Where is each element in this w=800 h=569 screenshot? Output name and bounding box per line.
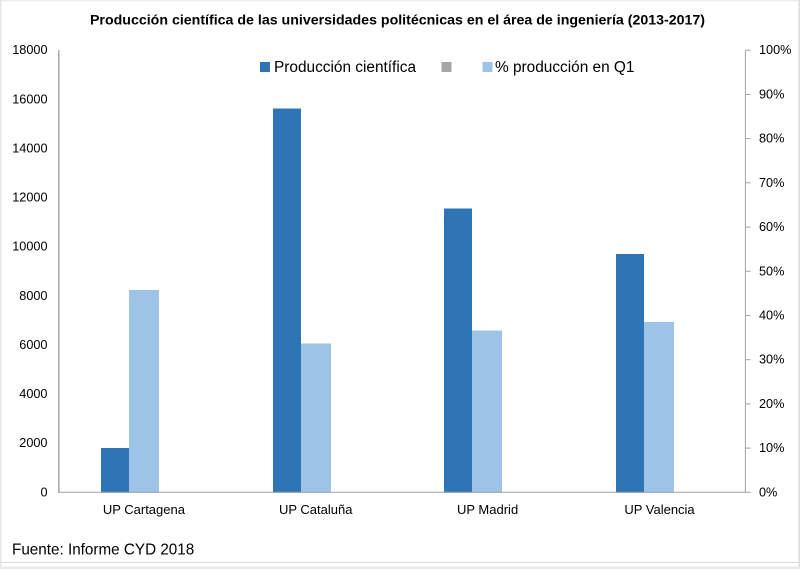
svg-text:60%: 60% <box>759 220 784 234</box>
svg-text:10000: 10000 <box>12 240 47 254</box>
svg-text:Producción científica: Producción científica <box>274 59 416 76</box>
svg-text:Fuente: Informe CYD 2018: Fuente: Informe CYD 2018 <box>12 542 194 559</box>
svg-text:80%: 80% <box>759 132 784 146</box>
svg-text:40%: 40% <box>759 309 784 323</box>
svg-text:UP Cataluña: UP Cataluña <box>279 502 353 517</box>
svg-text:UP Valencia: UP Valencia <box>624 502 695 517</box>
svg-text:100%: 100% <box>759 43 791 57</box>
svg-text:UP Madrid: UP Madrid <box>457 502 518 517</box>
svg-text:70%: 70% <box>759 176 784 190</box>
svg-text:Producción científica de las u: Producción científica de las universidad… <box>90 13 705 29</box>
svg-text:14000: 14000 <box>12 142 47 156</box>
svg-text:8000: 8000 <box>19 289 47 303</box>
svg-text:6000: 6000 <box>19 338 47 352</box>
svg-text:2000: 2000 <box>19 436 47 450</box>
svg-text:0%: 0% <box>759 485 777 499</box>
svg-text:30%: 30% <box>759 353 784 367</box>
svg-text:10%: 10% <box>759 441 784 455</box>
svg-text:16000: 16000 <box>12 92 47 106</box>
svg-text:0: 0 <box>40 485 47 499</box>
svg-text:18000: 18000 <box>12 43 47 57</box>
svg-text:4000: 4000 <box>19 387 47 401</box>
svg-text:UP Cartagena: UP Cartagena <box>103 502 186 517</box>
svg-text:20%: 20% <box>759 397 784 411</box>
svg-text:50%: 50% <box>759 264 784 278</box>
svg-text:90%: 90% <box>759 87 784 101</box>
svg-text:12000: 12000 <box>12 191 47 205</box>
svg-text:% producción en Q1: % producción en Q1 <box>495 59 634 76</box>
